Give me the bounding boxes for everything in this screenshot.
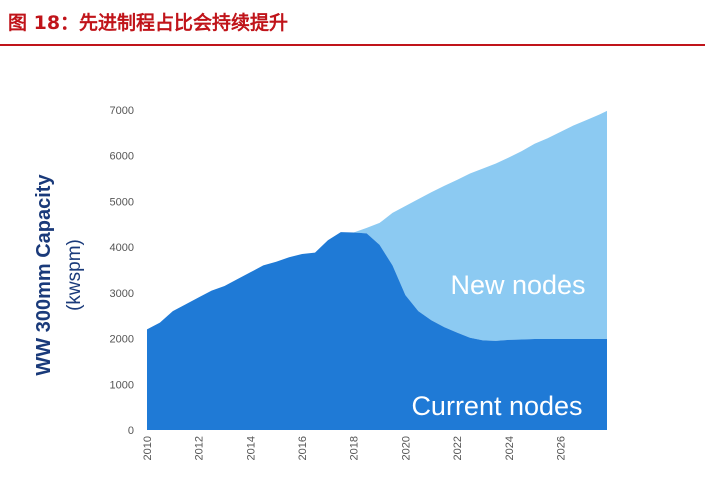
y-axis-unit: (kwspm) [64,239,85,311]
y-tick-label: 4000 [110,242,134,254]
x-tick-label: 2016 [297,436,309,460]
y-tick-label: 5000 [110,196,134,208]
title-divider [0,44,705,46]
y-tick-label: 3000 [110,288,134,300]
y-tick-label: 2000 [110,334,134,346]
y-tick-label: 7000 [110,105,134,117]
y-axis-label: WW 300mm Capacity [33,174,55,376]
x-tick-label: 2010 [142,436,154,460]
x-tick-label: 2024 [504,436,516,460]
x-tick-label: 2026 [556,436,568,460]
area-new-nodes [147,110,607,341]
y-tick-label: 1000 [110,379,134,391]
figure-title: 图 18：先进制程占比会持续提升 [8,12,289,34]
area-current-nodes [147,232,607,430]
y-tick-label: 0 [128,425,134,437]
y-tick-label: 6000 [110,151,134,163]
series-label-new-nodes: New nodes [450,270,585,300]
x-tick-label: 2022 [452,436,464,460]
series-label-current-nodes: Current nodes [411,391,582,421]
x-tick-label: 2020 [400,436,412,460]
x-tick-label: 2014 [245,436,257,460]
x-tick-label: 2018 [349,436,361,460]
x-tick-label: 2012 [194,436,206,460]
